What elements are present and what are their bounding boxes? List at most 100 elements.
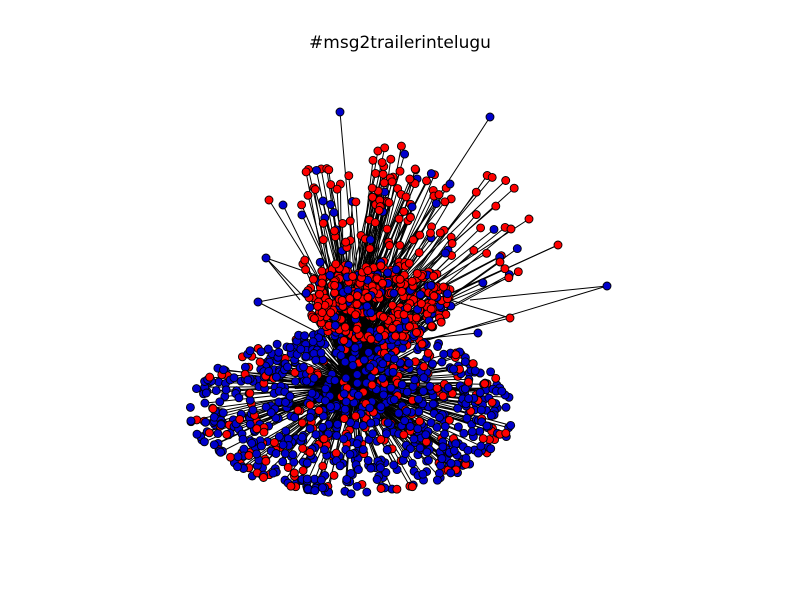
graph-node-red bbox=[338, 218, 348, 228]
graph-node-red bbox=[374, 205, 384, 215]
graph-node-blue bbox=[301, 351, 311, 361]
graph-node-red bbox=[380, 143, 390, 153]
graph-node-red bbox=[439, 282, 448, 292]
graph-node-red bbox=[308, 274, 318, 284]
graph-node-blue bbox=[414, 394, 423, 404]
graph-node-red bbox=[315, 289, 324, 299]
graph-node-red bbox=[205, 372, 215, 382]
graph-node-red bbox=[313, 301, 323, 311]
graph-node-blue bbox=[426, 169, 436, 179]
graph-node-red bbox=[435, 228, 445, 238]
graph-node-blue bbox=[309, 373, 319, 383]
graph-node-red bbox=[329, 470, 339, 480]
graph-node-red bbox=[407, 276, 417, 286]
graph-node-blue bbox=[248, 405, 258, 415]
graph-node-blue bbox=[256, 441, 266, 451]
graph-node-red bbox=[426, 304, 436, 314]
graph-node-blue bbox=[299, 362, 309, 372]
graph-node-blue bbox=[463, 445, 473, 455]
graph-node-blue bbox=[278, 457, 288, 467]
graph-node-red bbox=[447, 239, 457, 248]
graph-node-blue bbox=[382, 445, 392, 455]
graph-node-red bbox=[426, 228, 435, 238]
graph-node-red bbox=[286, 481, 296, 491]
graph-node-blue bbox=[336, 351, 346, 361]
graph-node-red bbox=[386, 154, 396, 164]
graph-node-blue bbox=[506, 420, 516, 430]
graph-node-blue bbox=[339, 434, 349, 444]
graph-node-blue bbox=[453, 403, 463, 413]
graph-node-red bbox=[331, 448, 341, 458]
graph-node-red bbox=[367, 183, 377, 193]
graph-node-blue bbox=[302, 376, 312, 386]
graph-node-red bbox=[326, 308, 336, 318]
graph-node-red bbox=[401, 192, 411, 202]
graph-node-red bbox=[244, 451, 254, 460]
graph-edge bbox=[265, 257, 301, 301]
graph-node-red bbox=[352, 299, 362, 309]
graph-node-red bbox=[403, 303, 412, 313]
graph-node-blue bbox=[397, 380, 407, 390]
graph-node-blue bbox=[343, 285, 353, 295]
graph-node-red bbox=[469, 245, 479, 255]
graph-node-red bbox=[341, 237, 351, 247]
graph-node-blue bbox=[199, 437, 209, 447]
graph-node-blue bbox=[201, 388, 211, 398]
graph-node-blue bbox=[366, 418, 376, 428]
graph-node-blue bbox=[252, 449, 262, 459]
graph-node-blue bbox=[438, 442, 448, 452]
graph-node-blue bbox=[320, 445, 329, 455]
graph-node-red bbox=[376, 261, 386, 271]
graph-node-blue bbox=[316, 348, 326, 358]
graph-node-red bbox=[319, 434, 329, 444]
graph-node-red bbox=[501, 176, 511, 185]
graph-node-blue bbox=[475, 388, 485, 398]
graph-node-blue bbox=[402, 387, 412, 397]
graph-node-blue bbox=[274, 432, 284, 442]
graph-node-blue bbox=[366, 463, 376, 473]
graph-node-red bbox=[399, 430, 409, 440]
graph-node-blue bbox=[339, 389, 349, 399]
graph-node-red bbox=[414, 248, 424, 258]
graph-node-blue bbox=[200, 398, 210, 408]
graph-node-red bbox=[269, 438, 279, 447]
graph-node-blue bbox=[415, 443, 425, 453]
graph-node-blue bbox=[330, 376, 340, 385]
graph-node-blue bbox=[308, 337, 318, 347]
graph-node-blue bbox=[431, 199, 441, 208]
graph-node-blue bbox=[281, 426, 291, 436]
graph-edge bbox=[469, 285, 608, 301]
graph-node-blue bbox=[345, 449, 355, 459]
graph-node-blue bbox=[374, 332, 384, 342]
graph-node-blue bbox=[415, 290, 425, 300]
figure-title: #msg2trailerintelugu bbox=[309, 33, 491, 53]
graph-node-red bbox=[411, 313, 421, 323]
graph-node-blue bbox=[247, 438, 257, 448]
graph-node-red bbox=[429, 271, 439, 281]
graph-node-blue bbox=[238, 434, 248, 444]
graph-node-blue bbox=[440, 429, 449, 439]
graph-node-blue bbox=[335, 107, 345, 117]
graph-node-blue bbox=[460, 357, 470, 367]
graph-node-red bbox=[387, 323, 397, 333]
graph-node-blue bbox=[432, 422, 442, 432]
graph-node-blue bbox=[305, 302, 315, 312]
graph-node-blue bbox=[390, 354, 399, 364]
graph-node-blue bbox=[318, 196, 328, 206]
graph-node-red bbox=[318, 461, 328, 471]
graph-node-blue bbox=[278, 440, 288, 450]
graph-node-red bbox=[464, 377, 473, 387]
graph-node-blue bbox=[358, 421, 368, 430]
graph-node-red bbox=[318, 218, 328, 228]
graph-node-blue bbox=[215, 397, 225, 407]
graph-node-red bbox=[351, 197, 361, 207]
graph-node-blue bbox=[340, 357, 350, 367]
graph-node-blue bbox=[211, 386, 221, 396]
graph-node-red bbox=[376, 434, 386, 444]
graph-node-blue bbox=[216, 447, 226, 457]
graph-node-blue bbox=[266, 408, 276, 418]
graph-node-blue bbox=[359, 355, 369, 365]
graph-node-red bbox=[297, 418, 307, 428]
graph-node-red bbox=[305, 400, 315, 410]
graph-node-red bbox=[406, 213, 415, 222]
